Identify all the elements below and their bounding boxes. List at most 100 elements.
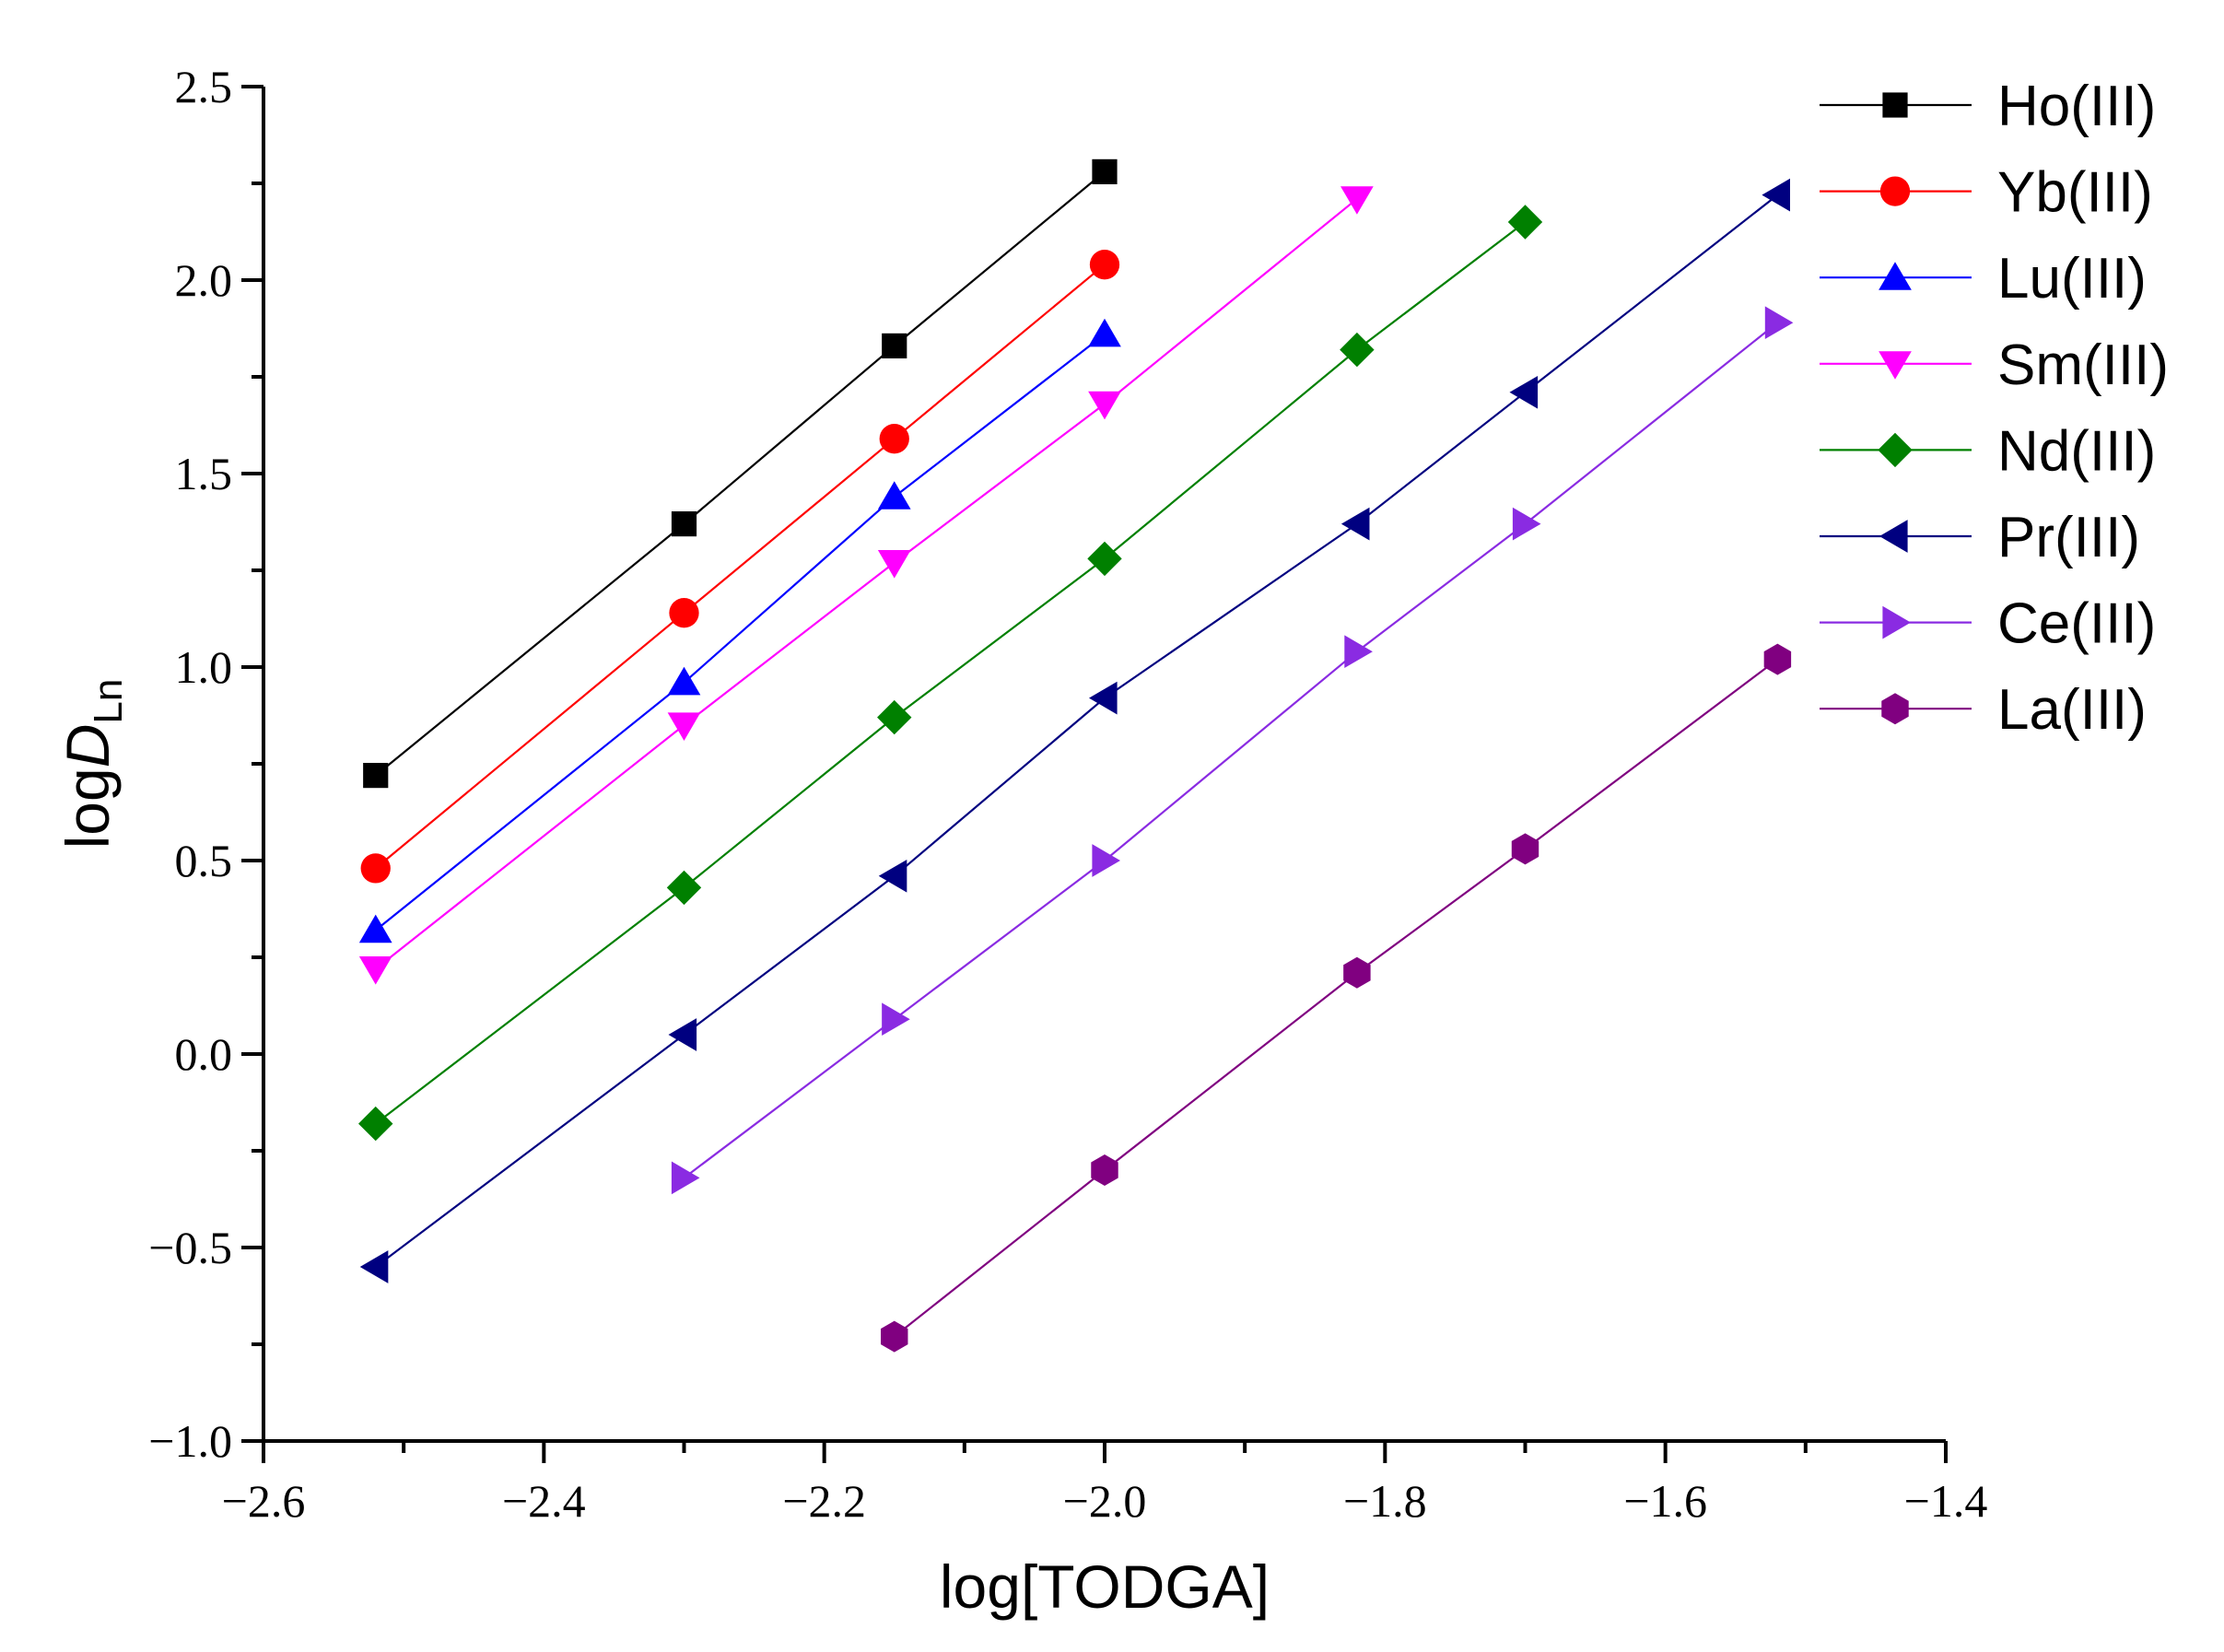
y-tick-label: 2.5: [175, 61, 233, 112]
data-point-hoiii: [671, 511, 697, 537]
legend-item-ndiii: Nd(III): [1820, 419, 2156, 483]
data-point-priii: [1340, 507, 1370, 541]
data-point-hoiii: [1092, 158, 1118, 184]
data-point-luiii: [667, 666, 701, 696]
series-ceiii: [671, 306, 1794, 1195]
y-tick-label: 0.0: [175, 1028, 233, 1080]
y-axis-title: logDLn: [53, 679, 131, 849]
data-point-ybiii: [879, 424, 909, 454]
y-axis-title-symbol: D: [53, 724, 122, 768]
data-point-ceiii: [1512, 507, 1541, 541]
data-point-hoiii: [882, 333, 907, 358]
series-line-laiii: [894, 658, 1779, 1338]
data-point-ndiii: [358, 1106, 393, 1142]
data-point-ybiii: [360, 853, 391, 884]
x-tick-label: −2.0: [1063, 1475, 1147, 1527]
data-point-ybiii: [1089, 250, 1120, 280]
legend-marker: [1881, 693, 1909, 725]
data-point-ybiii: [669, 598, 699, 628]
data-point-ceiii: [1092, 844, 1120, 877]
data-point-ceiii: [1344, 635, 1373, 669]
legend-item-laiii: La(III): [1820, 678, 2147, 742]
series-line-ceiii: [683, 322, 1779, 1179]
legend-label: Ho(III): [1997, 75, 2156, 138]
data-point-ndiii: [1340, 332, 1375, 368]
legend: Ho(III) Yb(III) Lu(III) Sm(III) Nd(III) Pr(II…: [1820, 75, 2169, 742]
data-point-priii: [1762, 178, 1790, 212]
legend-label: Ce(III): [1997, 592, 2156, 656]
data-point-ceiii: [1764, 306, 1794, 340]
data-point-luiii: [1088, 318, 1121, 347]
data-point-ndiii: [1507, 205, 1543, 240]
x-tick-label: −1.4: [1904, 1475, 1988, 1527]
data-point-ndiii: [877, 699, 912, 735]
data-point-priii: [1509, 375, 1539, 409]
data-point-luiii: [358, 914, 392, 943]
x-axis-title: log[TODGA]: [940, 1552, 1270, 1621]
legend-label: Lu(III): [1997, 247, 2147, 310]
x-tick-label: −2.6: [222, 1475, 306, 1527]
x-tick-label: −2.2: [782, 1475, 866, 1527]
series-priii: [359, 178, 1790, 1283]
data-point-laiii: [1763, 643, 1792, 675]
legend-item-hoiii: Ho(III): [1820, 75, 2156, 138]
series-line-luiii: [375, 333, 1106, 931]
legend-item-smiii: Sm(III): [1820, 334, 2169, 397]
y-axis-title-subscript: Ln: [86, 679, 131, 724]
legend-item-luiii: Lu(III): [1820, 247, 2147, 310]
y-tick-label: −1.0: [148, 1415, 232, 1467]
series-smiii: [358, 186, 1374, 985]
data-point-luiii: [877, 481, 911, 510]
data-point-priii: [359, 1250, 389, 1283]
data-point-smiii: [877, 550, 911, 579]
y-axis-title-prefix: log: [53, 767, 122, 849]
data-point-smiii: [358, 956, 392, 985]
data-point-ndiii: [1087, 541, 1122, 577]
x-tick-label: −1.8: [1343, 1475, 1427, 1527]
y-tick-label: −0.5: [148, 1222, 232, 1273]
legend-marker: [1878, 432, 1913, 468]
legend-label: Nd(III): [1997, 419, 2156, 483]
legend-marker: [1882, 92, 1908, 118]
data-point-smiii: [1340, 186, 1374, 215]
legend-marker: [1879, 176, 1911, 206]
y-tick-label: 1.5: [175, 448, 233, 499]
series-ndiii: [358, 205, 1543, 1142]
series-line-ndiii: [375, 221, 1527, 1125]
data-point-ceiii: [882, 1002, 910, 1037]
y-tick-label: 1.0: [175, 641, 233, 693]
series-line-ybiii: [375, 264, 1106, 870]
legend-marker: [1882, 605, 1911, 639]
data-point-ndiii: [666, 870, 702, 906]
data-point-priii: [1089, 681, 1118, 715]
data-point-smiii: [667, 712, 701, 741]
series-laiii: [881, 643, 1792, 1353]
data-point-laiii: [1511, 833, 1539, 865]
legend-item-ceiii: Ce(III): [1820, 592, 2156, 656]
series-line-smiii: [375, 197, 1358, 970]
axes: −2.6 −2.4 −2.2 −2.0 −1.8 −1.6 −1.4 −1.0 −0.5 0.0 0…: [148, 61, 1987, 1527]
legend-marker: [1879, 351, 1912, 380]
legend-item-ybiii: Yb(III): [1820, 161, 2153, 225]
y-tick-label: 0.5: [175, 835, 233, 886]
data-point-laiii: [881, 1320, 908, 1353]
legend-label: Yb(III): [1997, 161, 2153, 225]
data-point-hoiii: [363, 763, 389, 789]
data-point-ceiii: [671, 1161, 700, 1195]
x-tick-label: −1.6: [1623, 1475, 1707, 1527]
data-point-laiii: [1343, 956, 1371, 989]
legend-item-priii: Pr(III): [1820, 506, 2140, 569]
legend-label: La(III): [1997, 678, 2147, 742]
legend-label: Pr(III): [1997, 506, 2140, 569]
series-layer: [358, 158, 1794, 1353]
data-point-priii: [878, 859, 907, 893]
series-line-hoiii: [375, 170, 1106, 777]
x-tick-label: −2.4: [502, 1475, 586, 1527]
series-hoiii: [363, 158, 1118, 789]
y-tick-label: 2.0: [175, 254, 233, 306]
data-point-priii: [668, 1018, 697, 1051]
data-point-laiii: [1091, 1154, 1118, 1186]
legend-label: Sm(III): [1997, 334, 2169, 397]
legend-marker: [1879, 262, 1912, 290]
